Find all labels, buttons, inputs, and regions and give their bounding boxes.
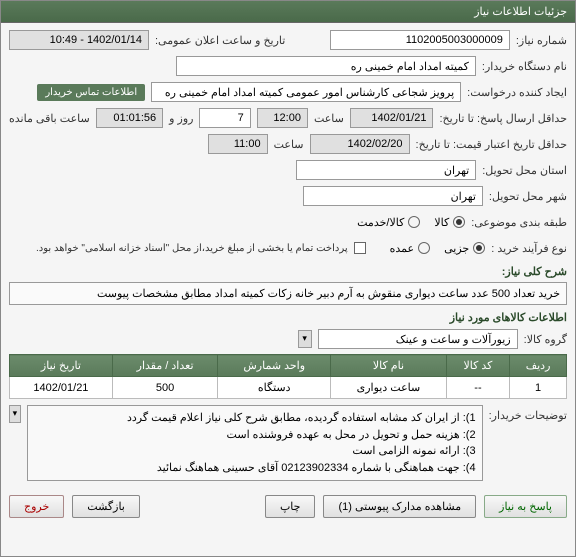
radio-dot-icon — [418, 242, 430, 254]
validity-label: حداقل تاریخ اعتبار قیمت: تا تاریخ: — [416, 138, 567, 151]
items-section-label: اطلاعات کالاهای مورد نیاز — [9, 311, 567, 324]
radio-dot-icon — [473, 242, 485, 254]
th-qty: تعداد / مقدار — [112, 355, 218, 377]
buyer-notes-label: توضیحات خریدار: — [489, 409, 567, 422]
window-title: جزئیات اطلاعات نیاز — [474, 6, 567, 18]
deadline-time: 12:00 — [257, 108, 308, 128]
desc-box: خرید تعداد 500 عدد ساعت دیواری منقوش به … — [9, 282, 567, 305]
buyer-notes-box: 1): از ایران کد مشابه استفاده گردیده، مط… — [27, 405, 483, 481]
row-group: گروه کالا: زیورآلات و ساعت و عینک ▾ — [9, 328, 567, 350]
cell-qty: 500 — [112, 377, 218, 399]
cell-unit: دستگاه — [218, 377, 331, 399]
window-titlebar: جزئیات اطلاعات نیاز — [1, 1, 575, 23]
button-bar: پاسخ به نیاز مشاهده مدارک پیوستی (1) چاپ… — [9, 489, 567, 524]
row-buyer: نام دستگاه خریدار: کمیته امداد امام خمین… — [9, 55, 567, 77]
cell-row: 1 — [510, 377, 567, 399]
row-delivery-province: استان محل تحویل: تهران — [9, 159, 567, 181]
note-line-2: 2): هزینه حمل و تحویل در محل به عهده فرو… — [34, 427, 476, 444]
radio-kala-label: کالا — [434, 216, 449, 229]
niaz-no-field: 1102005003000009 — [330, 30, 510, 50]
cell-name: ساعت دیواری — [331, 377, 447, 399]
creator-label: ایجاد کننده درخواست: — [467, 86, 567, 99]
radio-kala[interactable]: کالا — [434, 216, 465, 229]
radio-dot-icon — [453, 216, 465, 228]
buyer-label: نام دستگاه خریدار: — [482, 60, 567, 73]
th-code: کد کالا — [446, 355, 509, 377]
chevron-down-icon[interactable]: ▾ — [9, 405, 21, 423]
deadline-days: 7 — [199, 108, 250, 128]
delivery-province: تهران — [296, 160, 476, 180]
deadline-label: حداقل ارسال پاسخ: تا تاریخ: — [439, 112, 567, 125]
th-name: نام کالا — [331, 355, 447, 377]
announce-field: 1402/01/14 - 10:49 — [9, 30, 149, 50]
delivery-province-label: استان محل تحویل: — [482, 164, 567, 177]
radio-khadamat-label: کالا/خدمت — [357, 216, 404, 229]
validity-time: 11:00 — [208, 134, 268, 154]
radio-omde[interactable]: عمده — [390, 242, 430, 255]
th-row: ردیف — [510, 355, 567, 377]
validity-date: 1402/02/20 — [310, 134, 410, 154]
group-label: گروه کالا: — [524, 333, 567, 346]
partial-payment-checkbox[interactable] — [354, 242, 366, 254]
row-notes: توضیحات خریدار: 1): از ایران کد مشابه اس… — [9, 405, 567, 481]
row-creator: ایجاد کننده درخواست: پرویز شجاعی کارشناس… — [9, 81, 567, 103]
buy-type-radio-group: جزیی عمده — [390, 242, 486, 255]
deadline-remain-label: ساعت باقی مانده — [9, 112, 90, 125]
chevron-down-icon[interactable]: ▾ — [298, 330, 312, 348]
buyer-field: کمیته امداد امام خمینی ره — [176, 56, 476, 76]
radio-khadamat[interactable]: کالا/خدمت — [357, 216, 420, 229]
radio-jozi-label: جزیی — [444, 242, 469, 255]
radio-omde-label: عمده — [390, 242, 414, 255]
niaz-no-label: شماره نیاز: — [516, 34, 567, 47]
desc-section-label: شرح کلی نیاز: — [9, 265, 567, 278]
row-delivery-city: شهر محل تحویل: تهران — [9, 185, 567, 207]
contact-badge[interactable]: اطلاعات تماس خریدار — [37, 84, 145, 101]
creator-field: پرویز شجاعی کارشناس امور عمومی کمیته امد… — [151, 82, 461, 102]
th-date: تاریخ نیاز — [10, 355, 113, 377]
partial-note: پرداخت تمام یا بخشی از مبلغ خرید،از محل … — [36, 243, 348, 254]
note-line-3: 3): ارائه نمونه الزامی است — [34, 443, 476, 460]
exit-button[interactable]: خروج — [9, 495, 64, 518]
table-header-row: ردیف کد کالا نام کالا واحد شمارش تعداد /… — [10, 355, 567, 377]
deadline-days-label: روز و — [169, 112, 193, 125]
back-button[interactable]: بازگشت — [72, 495, 140, 518]
row-buy-type: نوع فرآیند خرید : جزیی عمده پرداخت تمام … — [9, 237, 567, 259]
radio-dot-icon — [408, 216, 420, 228]
category-radio-group: کالا کالا/خدمت — [357, 216, 465, 229]
deadline-time-label: ساعت — [314, 112, 344, 125]
row-niaz-no: شماره نیاز: 1102005003000009 تاریخ و ساع… — [9, 29, 567, 51]
print-button[interactable]: چاپ — [265, 495, 316, 518]
radio-jozi[interactable]: جزیی — [444, 242, 485, 255]
deadline-remain: 01:01:56 — [96, 108, 163, 128]
cell-code: -- — [446, 377, 509, 399]
th-unit: واحد شمارش — [218, 355, 331, 377]
note-line-1: 1): از ایران کد مشابه استفاده گردیده، مط… — [34, 410, 476, 427]
cell-date: 1402/01/21 — [10, 377, 113, 399]
details-window: جزئیات اطلاعات نیاز شماره نیاز: 11020050… — [0, 0, 576, 557]
items-table: ردیف کد کالا نام کالا واحد شمارش تعداد /… — [9, 354, 567, 399]
respond-button[interactable]: پاسخ به نیاز — [484, 495, 567, 518]
note-line-4: 4): جهت هماهنگی با شماره 02123902334 آقا… — [34, 460, 476, 477]
content-area: شماره نیاز: 1102005003000009 تاریخ و ساع… — [1, 23, 575, 530]
group-field[interactable]: زیورآلات و ساعت و عینک — [318, 329, 518, 349]
announce-label: تاریخ و ساعت اعلان عمومی: — [155, 34, 285, 47]
row-validity: حداقل تاریخ اعتبار قیمت: تا تاریخ: 1402/… — [9, 133, 567, 155]
attachments-button[interactable]: مشاهده مدارک پیوستی (1) — [323, 495, 476, 518]
row-deadline: حداقل ارسال پاسخ: تا تاریخ: 1402/01/21 س… — [9, 107, 567, 129]
delivery-city: تهران — [303, 186, 483, 206]
deadline-date: 1402/01/21 — [350, 108, 434, 128]
category-label: طبقه بندی موضوعی: — [471, 216, 567, 229]
buy-type-label: نوع فرآیند خرید : — [491, 242, 567, 255]
delivery-city-label: شهر محل تحویل: — [489, 190, 567, 203]
validity-time-label: ساعت — [274, 138, 304, 151]
row-category: طبقه بندی موضوعی: کالا کالا/خدمت — [9, 211, 567, 233]
table-row[interactable]: 1 -- ساعت دیواری دستگاه 500 1402/01/21 — [10, 377, 567, 399]
